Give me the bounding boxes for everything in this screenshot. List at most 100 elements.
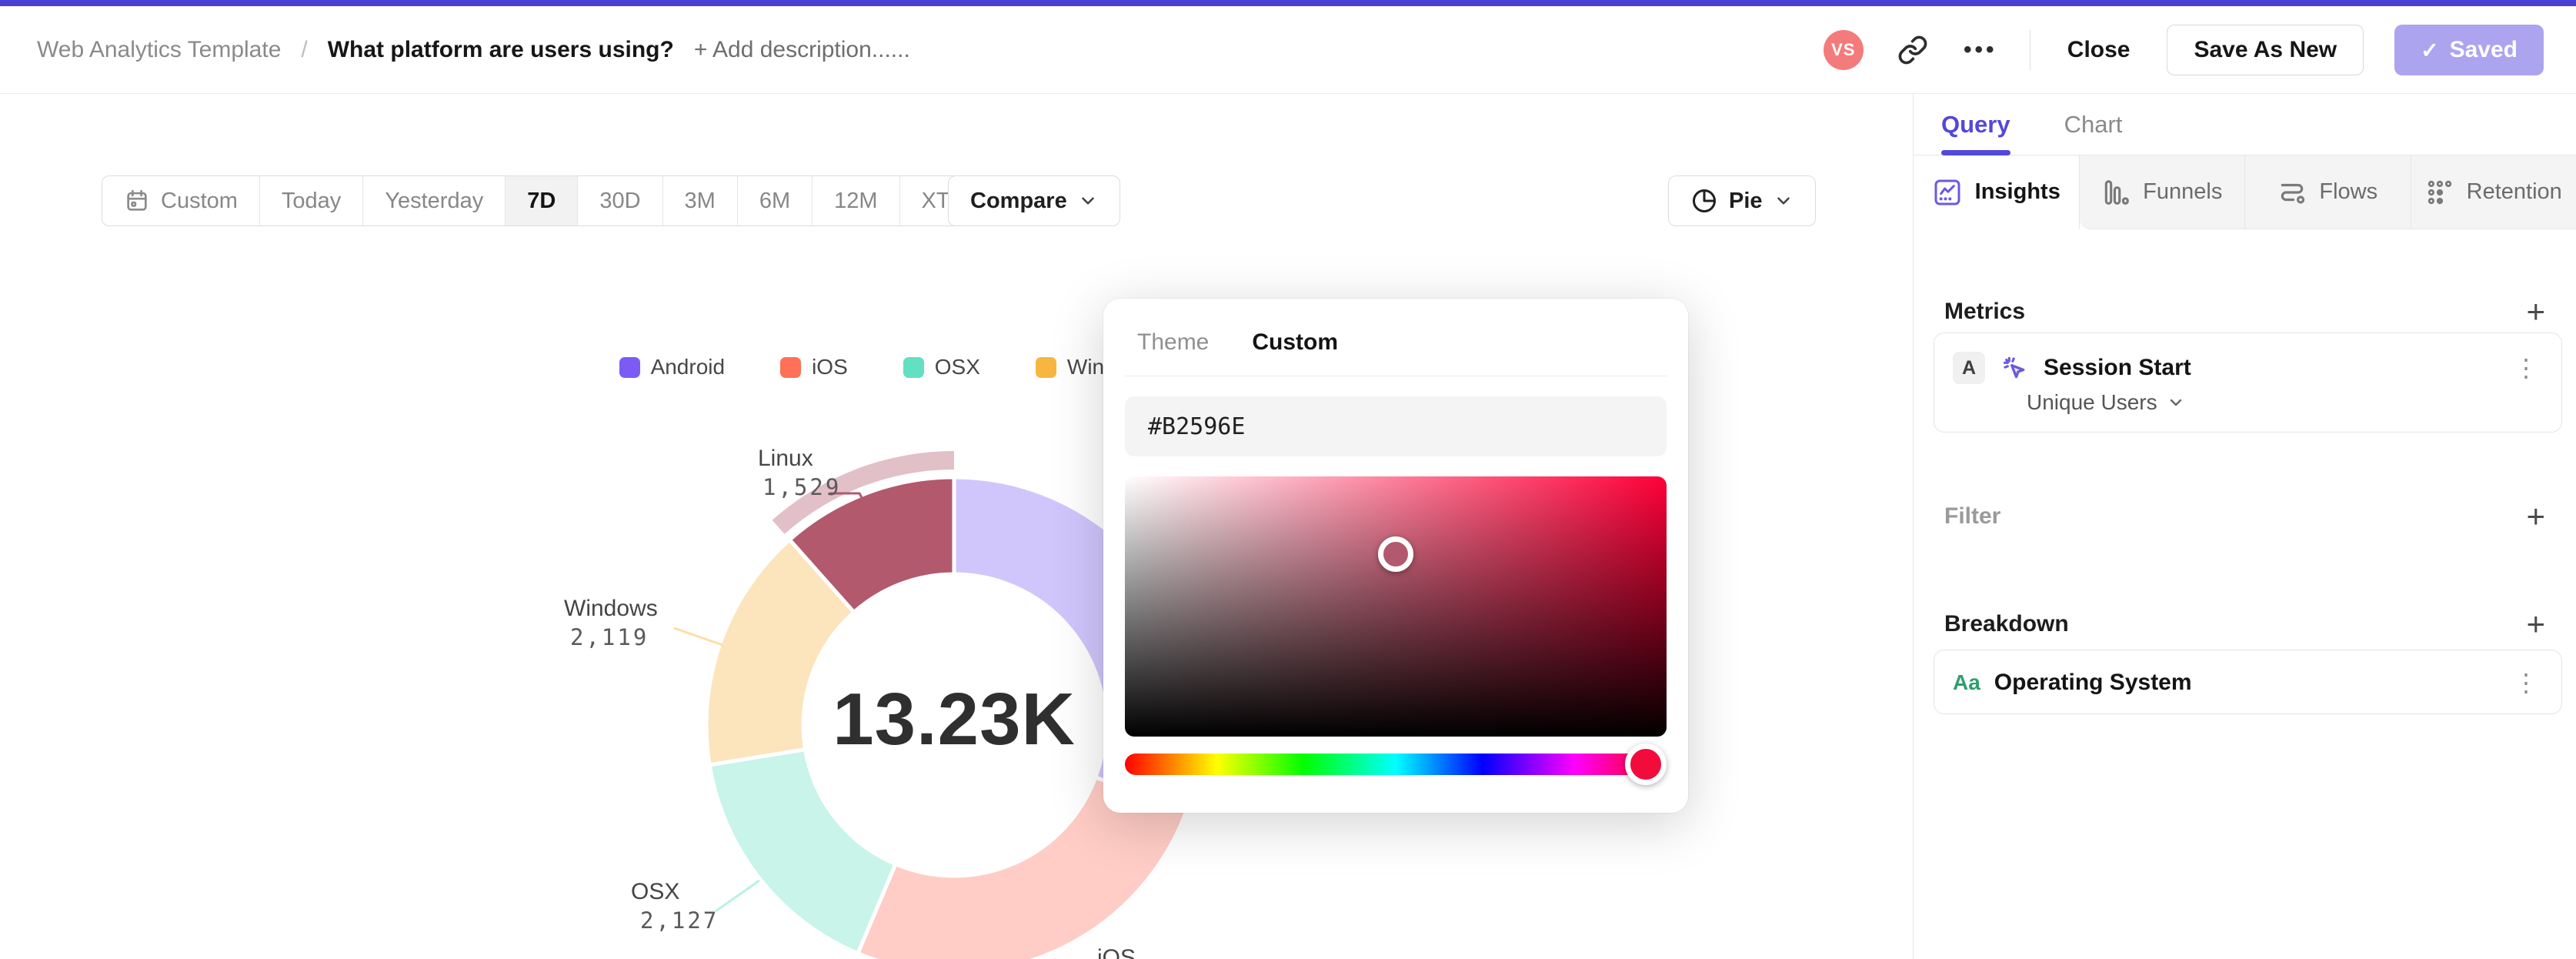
saved-button[interactable]: ✓ Saved: [2394, 25, 2544, 75]
pie-label-name: iOS: [1097, 945, 1136, 959]
pie-label-ios: iOS3,402: [1097, 944, 1183, 959]
add-metric-button[interactable]: +: [2526, 293, 2545, 329]
breadcrumb-root-link[interactable]: Web Analytics Template: [37, 37, 282, 62]
header-actions: VS ••• Close Save As New ✓ Saved: [1823, 6, 2544, 94]
tab-retention[interactable]: Retention: [2411, 155, 2576, 229]
close-button[interactable]: Close: [2067, 37, 2131, 62]
metrics-heading: Metrics: [1944, 299, 2026, 324]
aggregation-label: Unique Users: [2027, 390, 2157, 414]
legend-swatch: [903, 356, 924, 378]
check-icon: ✓: [2421, 38, 2439, 62]
aggregation-select[interactable]: Unique Users: [2027, 390, 2185, 415]
flows-icon: [2281, 183, 2305, 204]
chevron-down-icon: [1777, 197, 1790, 205]
legend-item-ios[interactable]: iOS: [768, 348, 860, 386]
pie-label-value: 2,127: [640, 907, 719, 934]
tab-flows[interactable]: Flows: [2245, 155, 2411, 229]
date-range-3m[interactable]: 3M: [662, 176, 737, 226]
breakdown-heading: Breakdown: [1944, 611, 2069, 637]
compare-button[interactable]: Compare: [948, 175, 1120, 226]
date-range-7d[interactable]: 7D: [505, 176, 578, 226]
pie-label-name: OSX: [631, 879, 680, 904]
pie-label-value: 1,529: [762, 473, 842, 500]
pie-slice-windows[interactable]: [704, 537, 856, 767]
session-start-event-icon: [2003, 356, 2025, 379]
color-picker-popup: Theme Custom #B2596E: [1103, 299, 1688, 813]
hue-slider-thumb[interactable]: [1624, 743, 1667, 785]
chart-type-label: Pie: [1729, 188, 1763, 213]
color-picker-tab-theme[interactable]: Theme: [1137, 329, 1210, 355]
tab-insights-label: Insights: [1974, 179, 2060, 204]
date-range-12m[interactable]: 12M: [812, 176, 899, 226]
date-range-label: 3M: [684, 188, 716, 213]
metric-card[interactable]: A Session Start ⋮ Unique Users: [1934, 332, 2562, 433]
pie-label-linux: Linux 1,529: [758, 444, 841, 501]
color-picker-tabs: Theme Custom: [1103, 299, 1688, 376]
date-range-yesterday[interactable]: Yesterday: [362, 176, 505, 226]
saved-button-label: Saved: [2449, 37, 2518, 62]
tab-chart[interactable]: Chart: [2064, 110, 2123, 138]
avatar[interactable]: VS: [1823, 30, 1864, 70]
tab-funnels[interactable]: Funnels: [2079, 155, 2245, 229]
pie-slice-osx[interactable]: [707, 747, 898, 956]
calendar-icon: [127, 189, 147, 211]
legend-label: iOS: [812, 355, 848, 379]
add-breakdown-button[interactable]: +: [2526, 606, 2545, 642]
color-picker-tab-custom[interactable]: Custom: [1252, 329, 1339, 355]
pie-label-connector: [829, 492, 873, 517]
link-icon: [1898, 35, 1927, 65]
date-range-label: 6M: [759, 188, 791, 213]
date-range-label: Custom: [161, 188, 238, 213]
pie-label-name: Linux: [758, 446, 813, 471]
add-description-button[interactable]: + Add description......: [693, 37, 910, 62]
tab-query[interactable]: Query: [1941, 94, 2010, 155]
date-range-today[interactable]: Today: [259, 176, 362, 226]
chart-type-select[interactable]: Pie: [1668, 175, 1816, 226]
hue-slider[interactable]: [1125, 743, 1667, 785]
breadcrumb-separator: /: [301, 37, 308, 62]
legend-swatch: [780, 356, 802, 378]
legend-swatch: [619, 356, 640, 378]
header: Web Analytics Template / What platform a…: [0, 6, 2576, 94]
pie-chart-icon: [1693, 189, 1716, 212]
metric-aggregation-row: Unique Users: [1934, 390, 2561, 415]
date-range-label: 12M: [834, 188, 878, 213]
more-options-button[interactable]: •••: [1964, 37, 1997, 62]
date-range-label: 7D: [527, 188, 556, 213]
right-sidebar: Query Chart Insights Funnels: [1913, 94, 2576, 959]
pie-label-osx: OSX 2,127: [631, 877, 719, 934]
add-filter-button[interactable]: +: [2526, 498, 2545, 534]
pie-slice-linux[interactable]: [787, 475, 956, 614]
page-title[interactable]: What platform are users using?: [327, 37, 674, 62]
sidebar-tabs: Query Chart: [1914, 94, 2576, 155]
share-link-button[interactable]: [1894, 32, 1931, 68]
pie-label-value: 2,119: [570, 623, 649, 650]
legend-item-android[interactable]: Android: [607, 348, 738, 386]
date-range-label: Today: [281, 188, 342, 213]
date-range-group: Custom Today Yesterday 7D 30D 3M 6M 12M XTD: [102, 175, 1018, 226]
saturation-value-area[interactable]: [1125, 476, 1667, 737]
breakdown-card[interactable]: Aa Operating System ⋮: [1934, 650, 2562, 714]
date-range-custom[interactable]: Custom: [102, 176, 259, 226]
date-range-6m[interactable]: 6M: [736, 176, 812, 226]
metrics-section-header: Metrics +: [1944, 296, 2545, 328]
filter-heading: Filter: [1944, 503, 2001, 529]
metric-label[interactable]: Session Start: [2044, 355, 2191, 380]
breakdown-label[interactable]: Operating System: [1994, 670, 2192, 695]
tab-insights[interactable]: Insights: [1914, 155, 2080, 229]
metric-card-main-row: A Session Start ⋮: [1934, 333, 2561, 390]
legend-item-osx[interactable]: OSX: [891, 348, 993, 386]
hex-color-input[interactable]: #B2596E: [1125, 396, 1667, 456]
save-as-new-button[interactable]: Save As New: [2167, 25, 2364, 75]
color-cursor-handle[interactable]: [1378, 536, 1413, 573]
breakdown-kebab-menu[interactable]: ⋮: [2514, 669, 2538, 697]
main-content: Custom Today Yesterday 7D 30D 3M 6M 12M XTD Comp…: [0, 94, 1912, 959]
pie-slice-ios[interactable]: [856, 775, 1189, 959]
metric-kebab-menu[interactable]: ⋮: [2514, 354, 2538, 382]
date-range-30d[interactable]: 30D: [577, 176, 662, 226]
funnels-icon: [2104, 179, 2129, 205]
retention-icon: [2428, 180, 2451, 204]
pie-label-windows: Windows 2,119: [564, 594, 658, 651]
string-property-icon: Aa: [1953, 670, 1980, 694]
